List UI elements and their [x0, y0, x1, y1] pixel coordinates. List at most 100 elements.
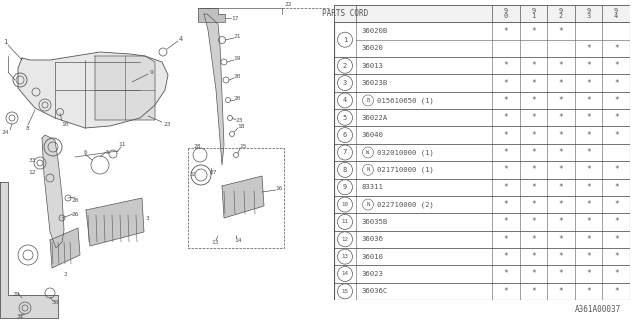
Text: *: * — [614, 200, 618, 209]
Text: *: * — [531, 113, 536, 122]
Text: *: * — [531, 131, 536, 140]
Text: *: * — [504, 269, 508, 278]
Text: N: N — [367, 167, 369, 172]
Circle shape — [337, 284, 353, 299]
Text: *: * — [586, 113, 591, 122]
Text: 29: 29 — [12, 292, 20, 298]
Text: 36040: 36040 — [362, 132, 384, 138]
Text: *: * — [559, 217, 563, 227]
Text: *: * — [614, 113, 618, 122]
Text: *: * — [531, 148, 536, 157]
Bar — [334, 22, 630, 57]
Bar — [334, 283, 630, 300]
Polygon shape — [222, 176, 264, 218]
Text: 30: 30 — [51, 300, 59, 305]
Text: *: * — [559, 96, 563, 105]
Text: 11: 11 — [342, 220, 349, 224]
Text: *: * — [586, 165, 591, 174]
Text: *: * — [559, 200, 563, 209]
Text: *: * — [586, 61, 591, 70]
Text: *: * — [614, 217, 618, 227]
Text: *: * — [614, 79, 618, 88]
Text: *: * — [504, 287, 508, 296]
Text: *: * — [504, 131, 508, 140]
Polygon shape — [204, 14, 224, 165]
Text: *: * — [531, 79, 536, 88]
Text: *: * — [531, 165, 536, 174]
Text: W: W — [367, 150, 369, 155]
Circle shape — [362, 147, 374, 158]
Text: 36023: 36023 — [362, 271, 384, 277]
Polygon shape — [42, 135, 64, 248]
Text: 1: 1 — [343, 37, 347, 43]
Polygon shape — [86, 198, 144, 246]
Text: *: * — [504, 61, 508, 70]
Text: *: * — [586, 183, 591, 192]
Text: 11: 11 — [118, 142, 125, 148]
Text: 20: 20 — [233, 75, 241, 79]
Text: 9: 9 — [149, 69, 153, 75]
Text: *: * — [531, 200, 536, 209]
Text: *: * — [531, 252, 536, 261]
Bar — [334, 75, 630, 92]
Text: 36036C: 36036C — [362, 288, 388, 294]
Bar — [334, 161, 630, 179]
Text: 022710000 (2): 022710000 (2) — [377, 201, 434, 208]
Text: 36020B: 36020B — [362, 28, 388, 34]
Text: *: * — [559, 148, 563, 157]
Text: 1: 1 — [3, 39, 7, 45]
Text: 13: 13 — [211, 239, 219, 244]
Text: *: * — [559, 79, 563, 88]
Text: 21: 21 — [233, 35, 241, 39]
Circle shape — [337, 32, 353, 47]
Circle shape — [337, 128, 353, 143]
Text: *: * — [586, 252, 591, 261]
Text: *: * — [586, 200, 591, 209]
Text: 8: 8 — [26, 125, 30, 131]
Text: *: * — [531, 217, 536, 227]
Text: *: * — [531, 269, 536, 278]
Text: 20: 20 — [233, 97, 241, 101]
Bar — [334, 109, 630, 126]
Text: *: * — [531, 61, 536, 70]
Bar — [334, 248, 630, 265]
Text: B: B — [367, 98, 369, 103]
Circle shape — [337, 58, 353, 73]
Circle shape — [337, 145, 353, 160]
Text: N: N — [367, 202, 369, 207]
Text: *: * — [559, 183, 563, 192]
Bar — [334, 144, 630, 161]
Text: *: * — [586, 131, 591, 140]
Text: *: * — [559, 61, 563, 70]
Circle shape — [337, 162, 353, 177]
Text: 22: 22 — [284, 3, 292, 7]
Text: A361A00037: A361A00037 — [575, 305, 621, 314]
Text: *: * — [614, 235, 618, 244]
Text: *: * — [614, 96, 618, 105]
Text: *: * — [614, 61, 618, 70]
Polygon shape — [50, 228, 80, 268]
Text: *: * — [559, 252, 563, 261]
Polygon shape — [198, 8, 225, 22]
Text: *: * — [531, 96, 536, 105]
Text: *: * — [531, 287, 536, 296]
Text: *: * — [504, 165, 508, 174]
Text: *: * — [586, 96, 591, 105]
Text: 4: 4 — [179, 36, 183, 42]
Text: 36036: 36036 — [362, 236, 384, 242]
Text: 36010: 36010 — [362, 254, 384, 260]
Bar — [334, 179, 630, 196]
Text: 5: 5 — [105, 149, 109, 155]
Polygon shape — [0, 182, 58, 318]
Text: 14: 14 — [342, 271, 349, 276]
Text: *: * — [586, 217, 591, 227]
Text: *: * — [504, 79, 508, 88]
Text: 36023B: 36023B — [362, 80, 388, 86]
Text: *: * — [559, 113, 563, 122]
Text: 9: 9 — [343, 184, 347, 190]
Text: 36013: 36013 — [362, 63, 384, 69]
Circle shape — [362, 164, 374, 175]
Text: *: * — [586, 287, 591, 296]
Bar — [334, 265, 630, 283]
Circle shape — [362, 95, 374, 106]
